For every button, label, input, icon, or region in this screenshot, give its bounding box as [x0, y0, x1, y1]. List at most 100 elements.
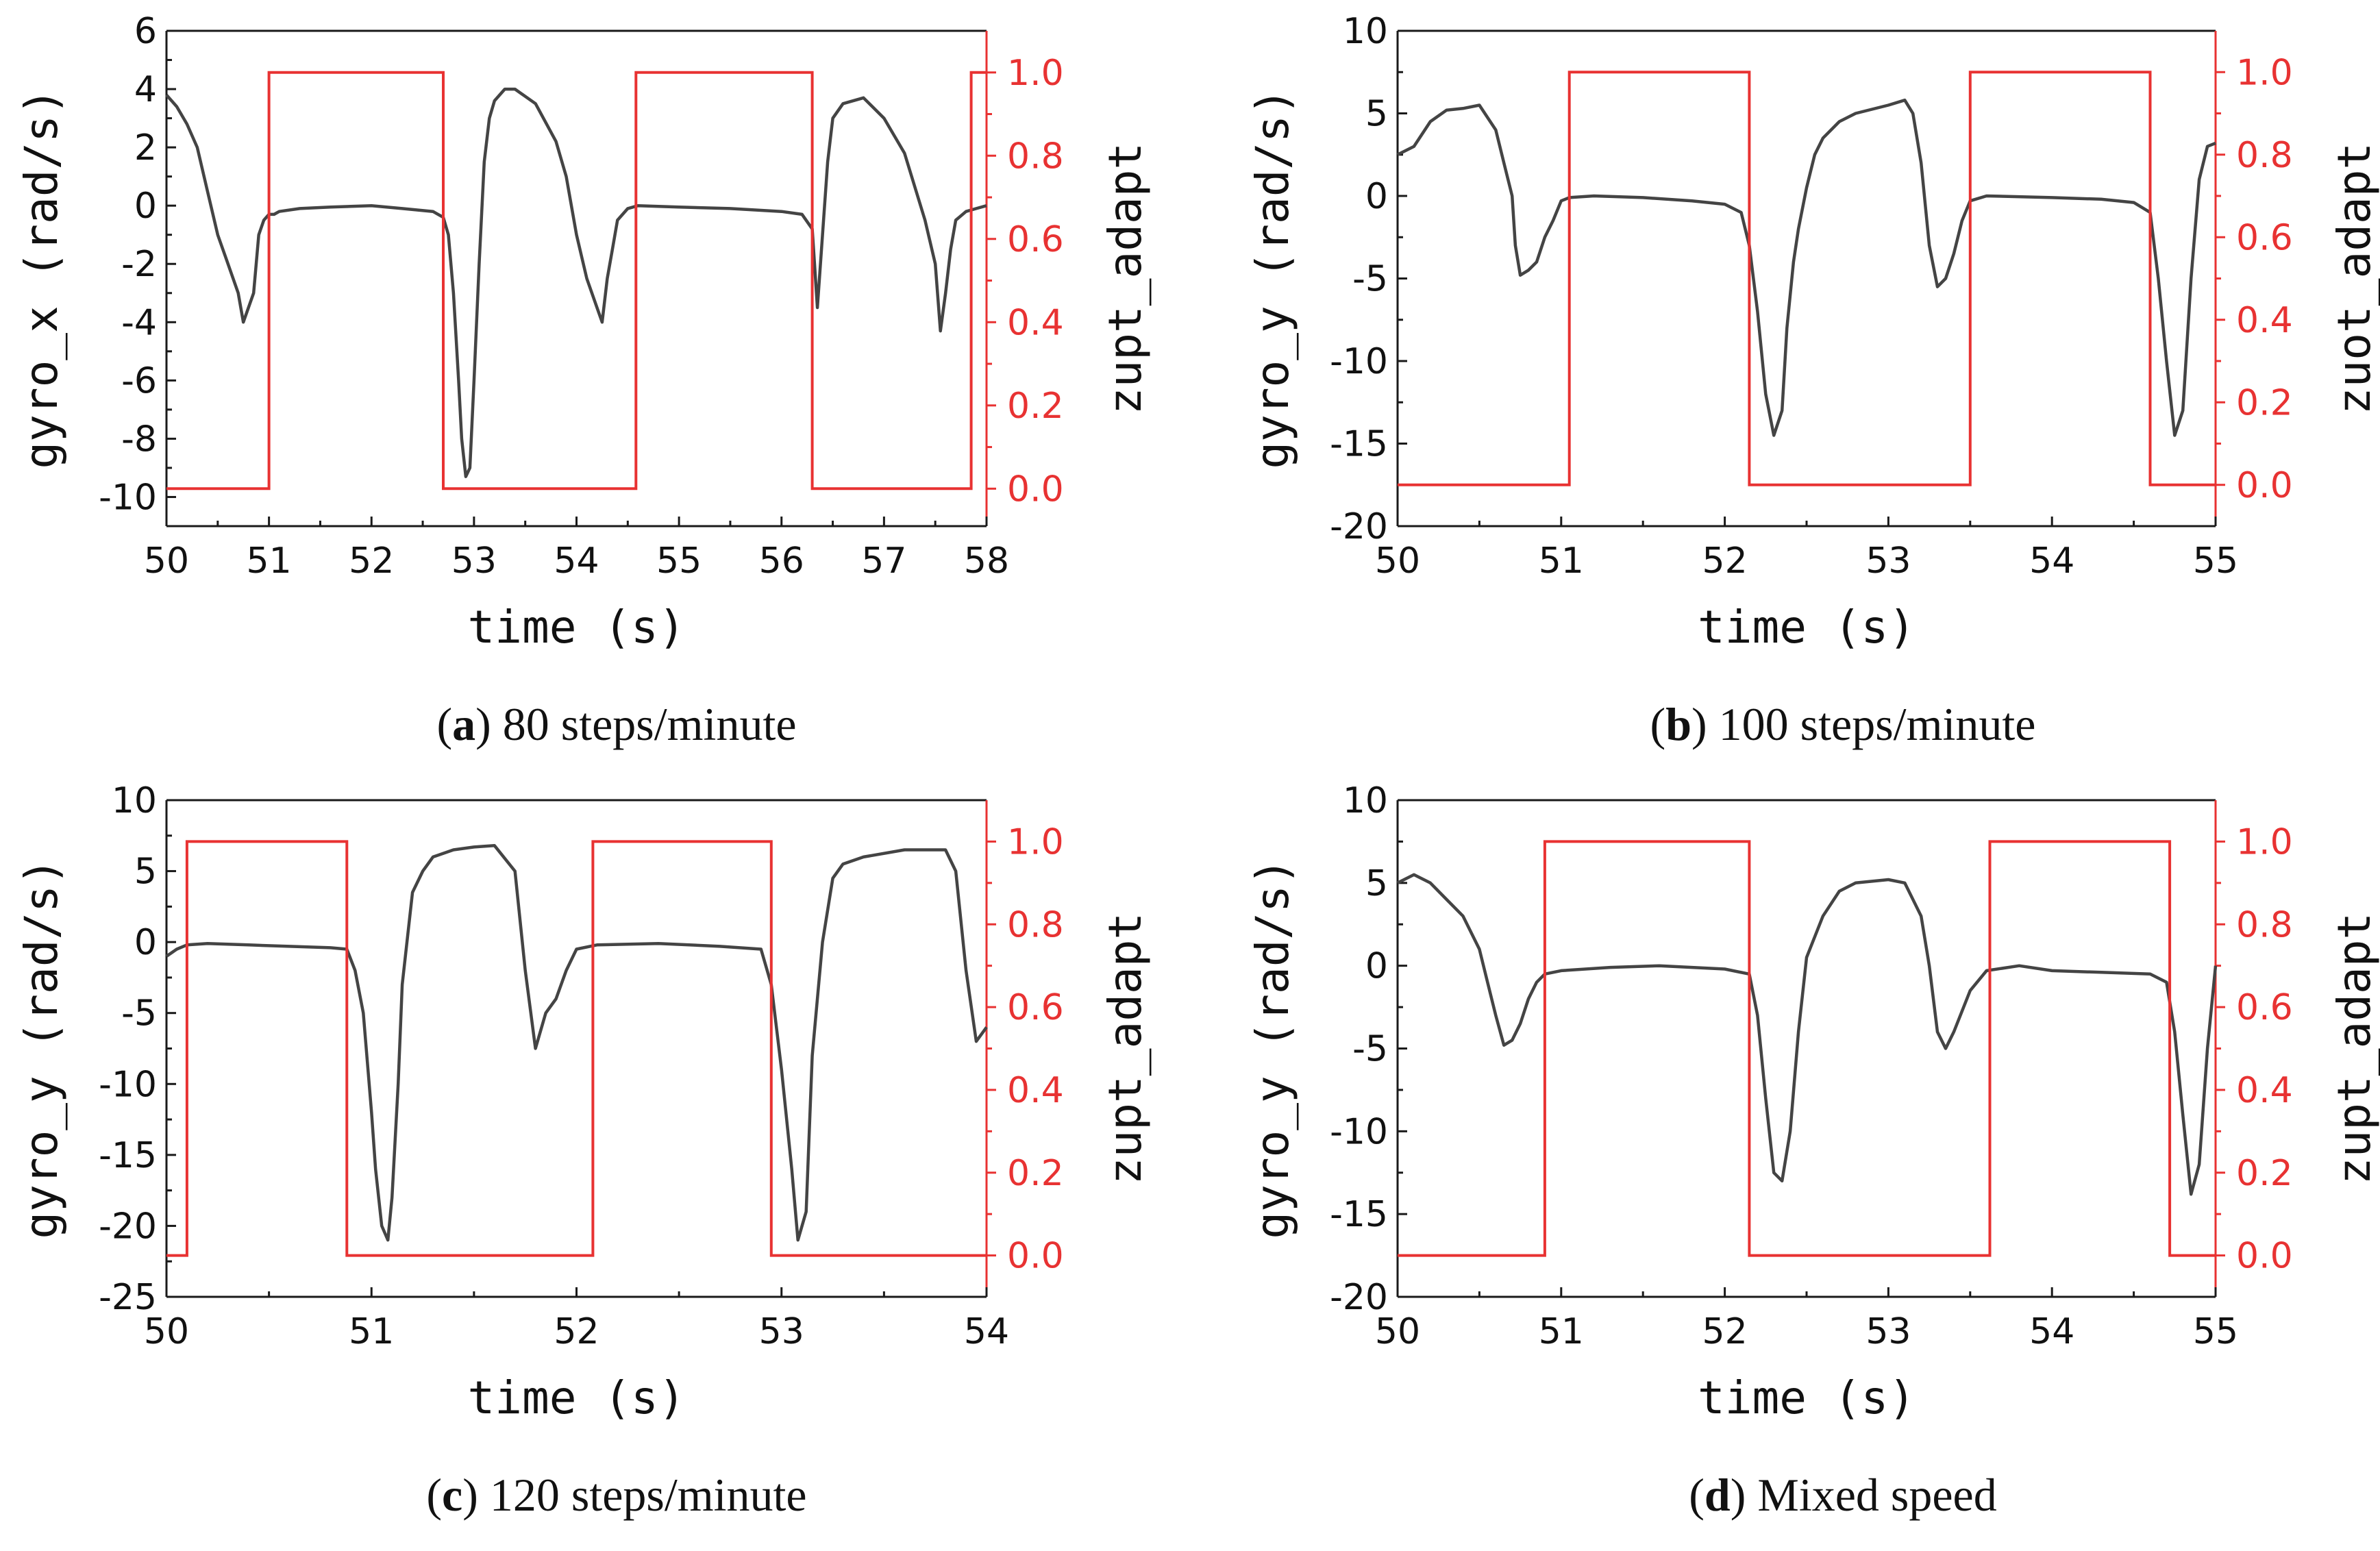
y-left-tick-label: -25	[99, 1277, 157, 1318]
caption-letter: d	[1705, 1469, 1731, 1521]
x-axis-title: time (s)	[1698, 601, 1916, 654]
x-tick-label: 51	[1539, 541, 1584, 582]
x-tick-label: 50	[1375, 541, 1420, 582]
x-tick-label: 51	[247, 541, 292, 582]
x-tick-label: 54	[554, 541, 599, 582]
y-right-tick-label: 0.8	[1007, 904, 1064, 945]
panel-caption: (d) Mixed speed	[1689, 1469, 1997, 1521]
gyro-series-line	[1396, 873, 2218, 1196]
y-left-tick-label: 10	[1343, 11, 1388, 52]
y-right-tick-label: 0.4	[2236, 300, 2293, 341]
x-tick-label: 53	[1865, 1311, 1911, 1352]
y-left-axis-title: gyro_y (rad/s)	[1246, 858, 1299, 1239]
zupt-series-line	[1398, 71, 2216, 486]
x-tick-label: 52	[1702, 541, 1748, 582]
y-left-tick-label: 10	[1343, 780, 1388, 821]
chart-panel-c: 50 51 52 53 541050-5-10-15-20-250.00.20.40.6…	[15, 780, 1152, 1521]
x-tick-label: 55	[2193, 541, 2238, 582]
y-right-tick-label: 0.6	[1007, 987, 1064, 1028]
y-right-tick-label: 0.6	[1007, 219, 1064, 260]
x-tick-label: 54	[964, 1311, 1009, 1352]
y-left-tick-label: -20	[1330, 506, 1388, 547]
y-left-tick-label: 6	[134, 11, 157, 52]
y-right-tick-label: 0.4	[1007, 302, 1064, 343]
x-tick-label: 55	[656, 541, 702, 582]
y-right-axis-title: zupt_adapt	[1099, 913, 1152, 1184]
y-left-tick-label: -20	[99, 1206, 157, 1247]
x-axis-title: time (s)	[468, 1372, 686, 1424]
x-tick-label: 53	[759, 1311, 804, 1352]
y-left-tick-label: 0	[1365, 176, 1388, 217]
y-left-axis-title: gyro_y (rad/s)	[1246, 88, 1299, 469]
x-tick-label: 51	[1539, 1311, 1584, 1352]
y-right-axis-title: zupt_adapt	[1099, 142, 1152, 414]
y-left-tick-label: -5	[1352, 259, 1388, 300]
x-tick-label: 52	[1702, 1311, 1748, 1352]
zupt-series-line	[166, 840, 987, 1257]
y-left-tick-label: 0	[1365, 946, 1388, 987]
chart-panel-b: 50 51 52 53 54 551050-5-10-15-200.00.20.40.60…	[1246, 11, 2380, 750]
x-tick-label: 50	[1375, 1311, 1420, 1352]
x-tick-label: 52	[349, 541, 394, 582]
x-tick-label: 58	[964, 541, 1009, 582]
x-tick-label: 54	[2029, 541, 2074, 582]
y-left-axis-title: gyro_x (rad/s)	[15, 88, 68, 469]
y-right-tick-label: 1.0	[2236, 821, 2293, 863]
caption-letter: a	[452, 698, 475, 750]
y-right-tick-label: 0.2	[1007, 386, 1064, 427]
y-right-tick-label: 0.8	[1007, 136, 1064, 177]
y-left-tick-label: -15	[1330, 1194, 1388, 1235]
y-right-tick-label: 0.2	[2236, 382, 2293, 423]
y-left-tick-label: 10	[112, 780, 157, 821]
x-tick-label: 56	[759, 541, 804, 582]
x-tick-label: 55	[2193, 1311, 2238, 1352]
y-right-tick-label: 0.0	[2236, 465, 2293, 506]
x-tick-label: 53	[451, 541, 497, 582]
gyro-series-line	[165, 844, 988, 1242]
y-right-tick-label: 0.2	[2236, 1153, 2293, 1194]
zupt-series-line	[166, 71, 987, 491]
x-tick-label: 54	[2029, 1311, 2074, 1352]
y-right-tick-label: 0.0	[1007, 469, 1064, 510]
y-left-tick-label: -4	[121, 302, 157, 343]
x-tick-label: 52	[554, 1311, 599, 1352]
y-left-tick-label: -5	[1352, 1029, 1388, 1070]
gyro-series-line	[1396, 98, 2216, 437]
y-right-tick-label: 0.8	[2236, 135, 2293, 176]
y-right-tick-label: 0.0	[1007, 1236, 1064, 1277]
y-left-tick-label: 2	[134, 127, 157, 169]
y-right-tick-label: 0.6	[2236, 987, 2293, 1028]
y-left-tick-label: 5	[1365, 863, 1388, 904]
panel-caption: (c) 120 steps/minute	[426, 1469, 806, 1521]
chart-panel-d: 50 51 52 53 54 551050-5-10-15-200.00.20.40.60…	[1246, 780, 2380, 1521]
caption-letter: b	[1665, 698, 1691, 750]
y-right-tick-label: 0.4	[2236, 1070, 2293, 1111]
y-left-tick-label: 0	[134, 186, 157, 227]
y-right-tick-label: 0.6	[2236, 217, 2293, 258]
y-left-tick-label: -10	[1330, 1111, 1388, 1152]
caption-letter: c	[442, 1469, 462, 1521]
y-right-tick-label: 0.0	[2236, 1236, 2293, 1277]
zupt-series-line	[1398, 840, 2216, 1257]
y-left-tick-label: -10	[99, 1064, 157, 1105]
y-left-tick-label: -8	[121, 419, 157, 460]
y-left-tick-label: -20	[1330, 1277, 1388, 1318]
y-right-axis-title: zupt_adapt	[2328, 913, 2380, 1184]
panel-caption: (b) 100 steps/minute	[1650, 698, 2036, 750]
x-tick-label: 50	[144, 541, 189, 582]
y-left-tick-label: -2	[121, 244, 157, 285]
chart-panel-a: 50 51 52 53 54 55 56 57 58 6 4 2 0 -2 -4 -6 -8 -10 0.0 0.2 0…	[15, 11, 1152, 750]
y-left-axis-title: gyro_y (rad/s)	[15, 858, 68, 1239]
y-right-tick-label: 1.0	[2236, 52, 2293, 93]
x-tick-label: 57	[861, 541, 906, 582]
y-right-tick-label: 0.8	[2236, 904, 2293, 945]
y-left-tick-label: -15	[1330, 424, 1388, 465]
y-right-tick-label: 1.0	[1007, 53, 1064, 94]
y-right-axis-title: zuot_adapt	[2328, 142, 2380, 414]
y-left-tick-label: 4	[134, 69, 157, 110]
y-left-tick-label: 0	[134, 922, 157, 963]
x-tick-label: 53	[1865, 541, 1911, 582]
y-right-tick-label: 0.4	[1007, 1070, 1064, 1111]
